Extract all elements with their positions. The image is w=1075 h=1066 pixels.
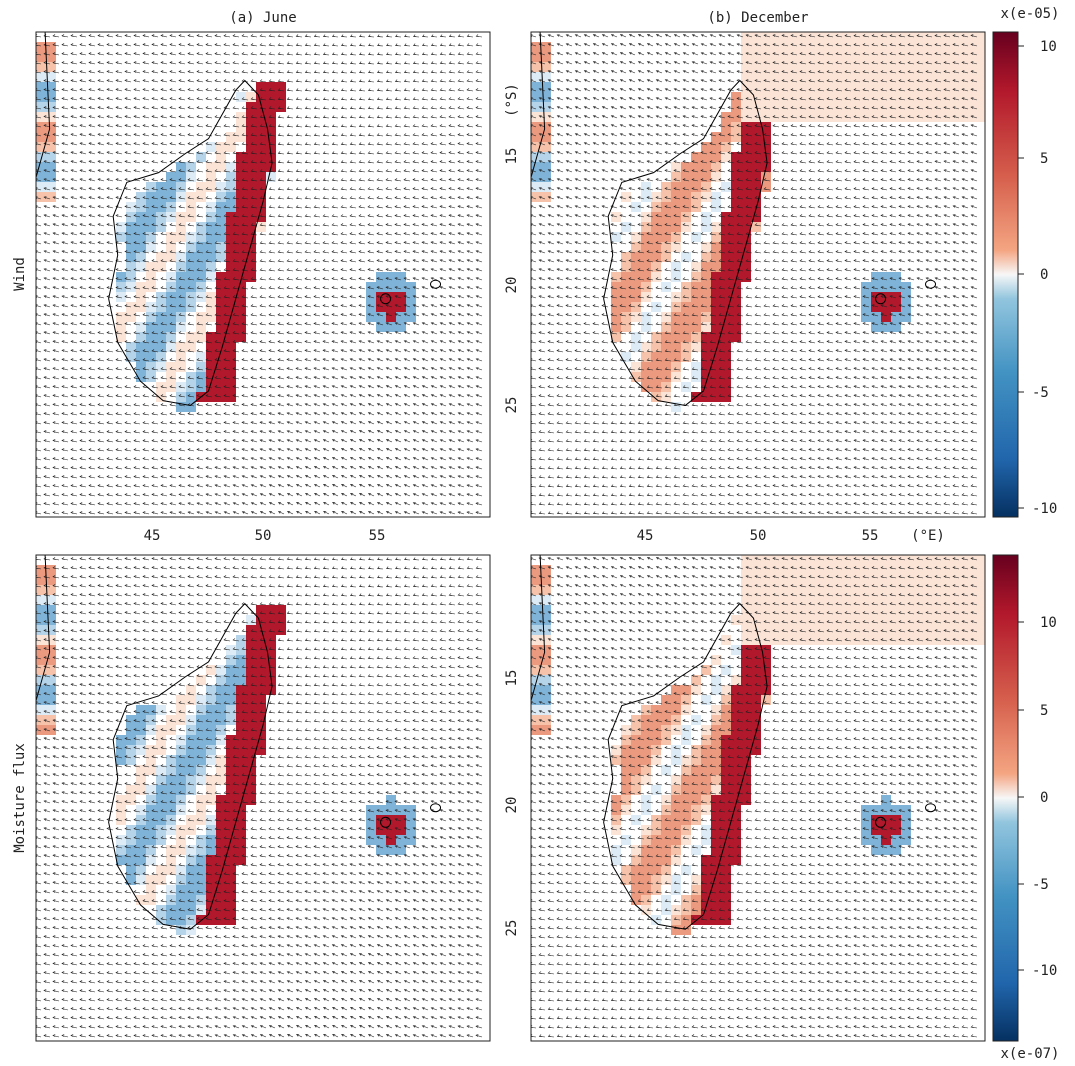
lat-tick-top-25: 25 — [504, 397, 520, 414]
colorbar-bottom-tick-0: 0 — [1040, 790, 1048, 806]
panel-c-frame — [35, 554, 491, 1042]
colorbar-bottom — [992, 554, 1019, 1042]
panel-b-frame — [530, 31, 986, 518]
colorbar-top-tick-0: 0 — [1040, 267, 1048, 283]
colorbar-top-scale: x(e-05) — [1000, 6, 1059, 22]
panel-wind-december — [531, 32, 985, 517]
panel-a-title: (a) June — [229, 10, 296, 26]
colorbar-top-tick-m5: -5 — [1032, 385, 1049, 401]
colorbar-top-tick-10: 10 — [1040, 39, 1057, 55]
panel-d-frame — [530, 554, 986, 1042]
lon-tick-a-45: 45 — [144, 528, 161, 544]
colorbar-bottom-ticks — [1018, 621, 1024, 971]
lon-tick-a-55: 55 — [369, 528, 386, 544]
row-label-wind: Wind — [12, 257, 28, 291]
lat-tick-bottom-20: 20 — [504, 797, 520, 814]
lon-tick-a-50: 50 — [255, 528, 272, 544]
lon-unit: (°E) — [911, 528, 945, 544]
colorbar-bottom-tick-m10: -10 — [1032, 963, 1057, 979]
colorbar-bottom-tick-5: 5 — [1040, 703, 1048, 719]
colorbar-bottom-tick-10: 10 — [1040, 615, 1057, 631]
colorbar-bottom-scale: x(e-07) — [1000, 1046, 1059, 1062]
lat-tick-top-20: 20 — [504, 277, 520, 294]
panel-moisture-december — [531, 555, 985, 1041]
panel-wind-june — [36, 32, 490, 517]
lon-tick-b-45: 45 — [637, 528, 654, 544]
colorbar-top-tick-5: 5 — [1040, 151, 1048, 167]
lat-tick-bottom-15: 15 — [504, 670, 520, 687]
lat-tick-bottom-25: 25 — [504, 920, 520, 937]
lon-tick-b-50: 50 — [750, 528, 767, 544]
lat-tick-top-15: 15 — [504, 148, 520, 165]
lat-unit: (°S) — [504, 83, 520, 117]
colorbar-bottom-tick-m5: -5 — [1032, 877, 1049, 893]
panel-moisture-june — [36, 555, 490, 1041]
colorbar-top-tick-m10: -10 — [1032, 501, 1057, 517]
row-label-moisture-flux: Moisture flux — [12, 743, 28, 853]
lon-tick-b-55: 55 — [862, 528, 879, 544]
colorbar-top-ticks — [1018, 45, 1024, 509]
panel-b-title: (b) December — [707, 10, 808, 26]
colorbar-top — [992, 31, 1019, 518]
panel-a-frame — [35, 31, 491, 518]
